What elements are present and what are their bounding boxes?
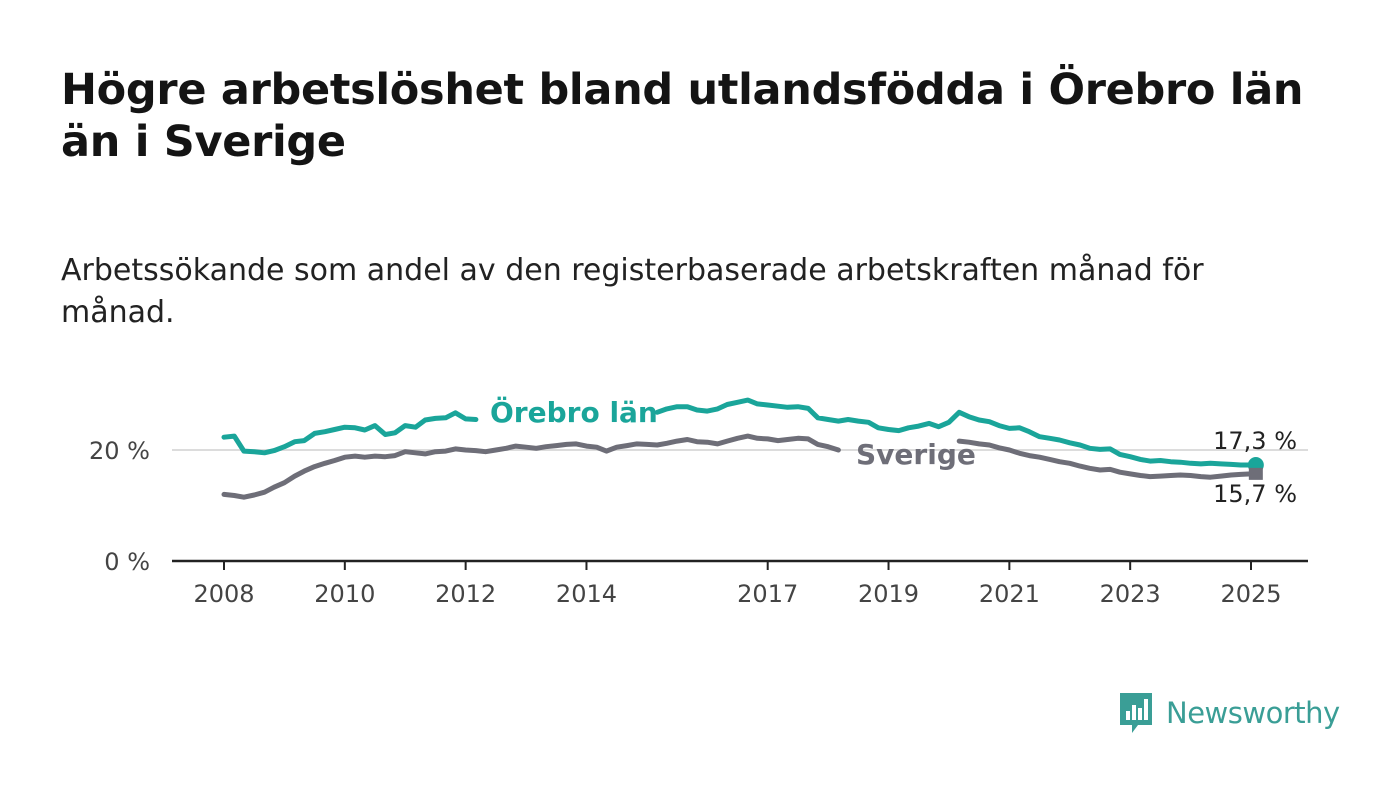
x-tick-label: 2012	[435, 580, 496, 608]
chart-bars-speech-icon	[1120, 693, 1152, 733]
sverige-end-marker	[1248, 467, 1263, 480]
sverige-end-value: 15,7 %	[1213, 480, 1297, 508]
orebro-line	[654, 397, 1259, 468]
sverige-line	[221, 433, 841, 500]
x-tick-label: 2025	[1220, 580, 1281, 608]
chart-title: Högre arbetslöshet bland utlandsfödda i …	[61, 65, 1304, 167]
x-tick-label: 2019	[858, 580, 919, 608]
series-labels: Örebro län Sverige 17,3 % 15,7 %	[490, 395, 1297, 508]
sverige-line	[956, 438, 1259, 480]
x-tick-label: 2010	[314, 580, 375, 608]
orebro-end-value: 17,3 %	[1213, 427, 1297, 455]
y-tick-label: 0 %	[104, 548, 150, 576]
gridlines: 0 % 20 %	[89, 437, 1308, 576]
x-tick-label: 2017	[737, 580, 798, 608]
y-tick-label: 20 %	[89, 437, 150, 465]
newsworthy-logo: Newsworthy	[1118, 690, 1340, 736]
chart-subtitle: Arbetssökande som andel av den registerb…	[61, 253, 1204, 330]
orebro-line	[221, 410, 479, 456]
brand-name: Newsworthy	[1166, 696, 1340, 730]
x-tick-label: 2023	[1100, 580, 1161, 608]
x-tick-label: 2014	[556, 580, 617, 608]
x-tick-label: 2008	[193, 580, 254, 608]
x-axis: 2008 2010 2012 2014 2017 2019 2021 2023 2025	[172, 559, 1308, 608]
orebro-series-label: Örebro län	[490, 395, 658, 429]
x-tick-label: 2021	[979, 580, 1040, 608]
series-lines	[221, 397, 1264, 500]
sverige-series-label: Sverige	[856, 438, 976, 471]
